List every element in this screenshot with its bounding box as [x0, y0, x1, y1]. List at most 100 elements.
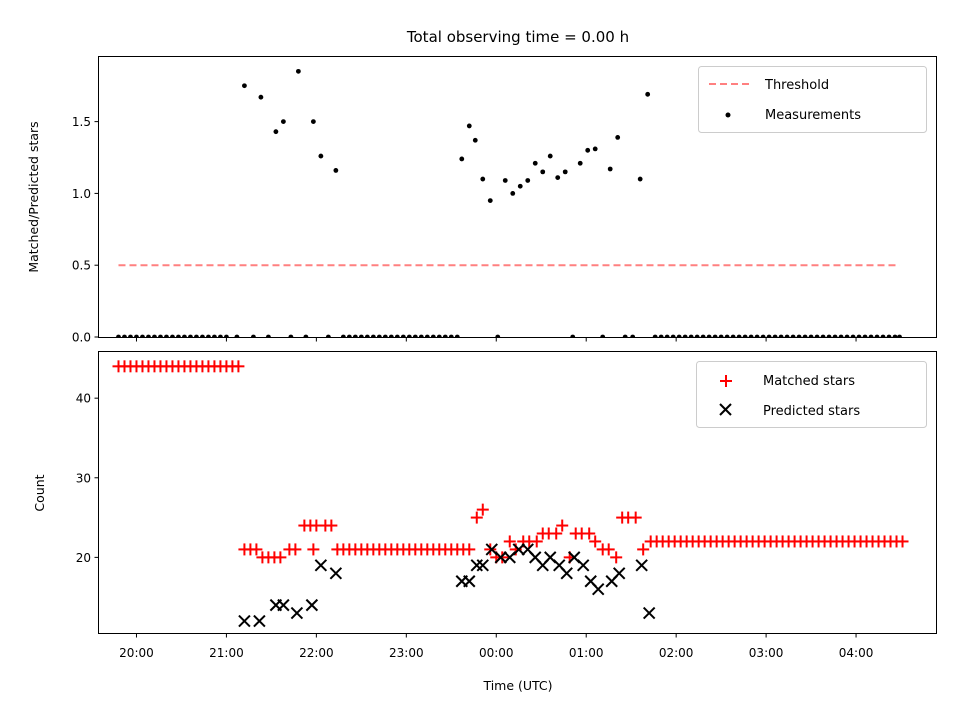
measurements-point — [706, 334, 712, 337]
matched-stars-point — [250, 543, 263, 556]
ratio-legend-box — [698, 66, 927, 133]
measurements-point — [664, 334, 670, 337]
measurements-point — [748, 334, 754, 337]
matched-stars-point — [325, 519, 338, 532]
predicted-stars-point — [612, 567, 626, 580]
x-tick-label: 03:00 — [749, 646, 784, 660]
measurements-point — [164, 334, 169, 337]
measurements-point — [694, 334, 700, 337]
measurements-point — [682, 334, 688, 337]
measurements-point — [487, 198, 493, 203]
count-y-axis-label: Count — [32, 474, 47, 511]
measurements-point — [502, 178, 508, 183]
y-tick-label: 0.5 — [72, 259, 91, 273]
matched-stars-point — [550, 527, 563, 540]
measurements-point — [325, 334, 331, 337]
measurements-point — [808, 334, 814, 337]
legend-threshold-label: Threshold — [764, 78, 829, 93]
measurements-point — [832, 334, 838, 337]
measurements-point — [892, 334, 898, 337]
predicted-stars-point — [253, 614, 266, 628]
x-tick-label: 22:00 — [299, 646, 334, 660]
x-tick-label: 02:00 — [659, 646, 694, 660]
matched-stars-point — [583, 527, 596, 540]
measurements-point — [333, 168, 339, 173]
x-tick-label: 04:00 — [839, 646, 874, 660]
measurements-point — [394, 334, 400, 337]
ratio-y-ticks: 0.0 0.5 1.0 1.5 — [72, 115, 99, 345]
measurements-point — [176, 334, 181, 337]
predicted-stars-point — [560, 567, 573, 580]
measurements-point — [645, 91, 651, 97]
matched-stars-point — [637, 543, 650, 556]
measurements-point — [388, 334, 394, 337]
measurements-point — [838, 334, 844, 337]
measurements-point — [358, 334, 364, 337]
measurements-point — [436, 334, 442, 337]
measurements-point — [376, 334, 382, 337]
matched-stars-point — [503, 535, 516, 548]
matched-stars-point — [530, 535, 543, 548]
measurements-point — [303, 334, 309, 337]
measurements-point — [370, 334, 376, 337]
measurements-point — [364, 334, 370, 337]
measurements-point — [850, 334, 856, 337]
predicted-stars-point — [277, 598, 290, 612]
measurements-point — [766, 334, 772, 337]
measurements-point — [760, 334, 766, 337]
ratio-axes-frame — [98, 56, 937, 338]
measurements-point — [352, 334, 358, 337]
matched-stars-point — [496, 551, 509, 564]
measurements-point — [194, 334, 199, 337]
ratio-y-axis-label: Matched/Predicted stars — [26, 121, 41, 272]
predicted-stars-point — [635, 559, 648, 572]
measurements-point — [555, 175, 561, 181]
measurements-point — [540, 169, 546, 175]
y-tick-label: 40 — [76, 392, 91, 406]
predicted-stars-point — [494, 551, 507, 564]
ratio-panel: 0.0 0.5 1.0 1.5 Matched/Predicted stars Thr… — [26, 56, 937, 345]
measurements-point — [814, 334, 820, 337]
measurements-point — [200, 334, 205, 337]
measurements-point — [273, 129, 279, 135]
measurements-point — [258, 94, 264, 100]
predicted-stars-point — [329, 567, 343, 580]
measurements-point — [630, 334, 636, 337]
measurements-point — [412, 334, 418, 337]
measurements-point — [442, 334, 448, 337]
measurements-point — [622, 334, 628, 337]
measurements-point — [532, 160, 538, 166]
measurements-point — [495, 334, 501, 337]
count-legend-box — [696, 361, 927, 428]
measurements-point — [802, 334, 808, 337]
predicted-stars-point — [476, 559, 489, 572]
measurements-point — [206, 334, 211, 337]
x-tick-label: 23:00 — [389, 646, 424, 660]
measurements-point — [430, 334, 436, 337]
matched-stars-point — [589, 535, 602, 548]
measurements-point — [886, 334, 892, 337]
measurements-point — [288, 334, 294, 337]
measurements-point — [868, 334, 874, 337]
measurements-point — [607, 166, 613, 172]
measurements-point — [547, 153, 553, 159]
matched-stars-point — [289, 543, 302, 556]
measurements-point — [856, 334, 862, 337]
measurements-point — [454, 334, 460, 337]
matched-stars-point — [610, 551, 623, 564]
matched-stars-point — [232, 360, 245, 373]
measurements-point — [152, 334, 157, 337]
measurements-point — [784, 334, 790, 337]
measurements-point — [718, 334, 724, 337]
measurements-point — [880, 334, 886, 337]
ratio-plot-area — [116, 68, 902, 337]
measurements-point — [724, 334, 730, 337]
legend-predicted-label: Predicted stars — [763, 404, 860, 419]
measurements-point — [712, 334, 718, 337]
measurements-point — [128, 334, 133, 337]
measurements-point — [820, 334, 826, 337]
measurements-point — [318, 153, 324, 159]
predicted-stars-point — [314, 559, 328, 572]
measurements-point — [754, 334, 760, 337]
matched-stars-point — [556, 519, 569, 532]
